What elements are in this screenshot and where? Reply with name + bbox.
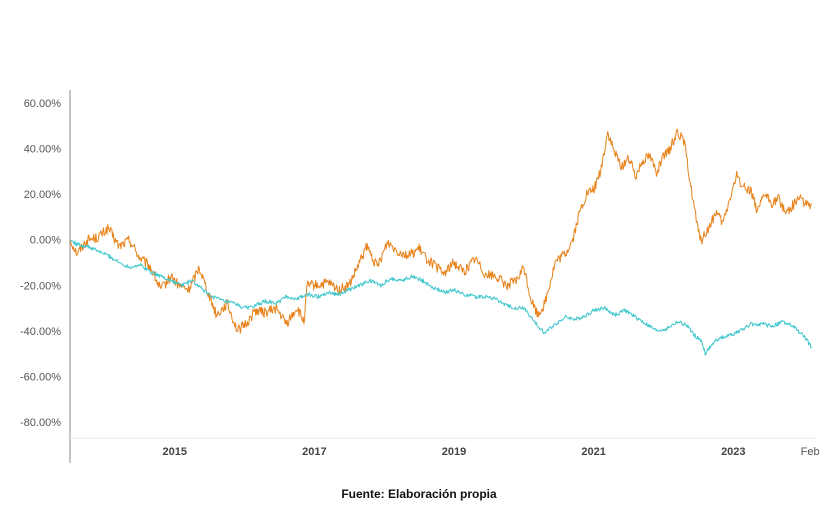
y-tick-label: -40.00% [20, 326, 61, 338]
y-tick-label: -60.00% [20, 371, 61, 383]
x-tick-label: 2021 [581, 446, 605, 458]
series-line-teal [69, 239, 812, 356]
y-tick-label: -20.00% [20, 280, 61, 292]
y-tick-label: 60.00% [24, 98, 62, 110]
y-tick-label: 0.00% [30, 235, 61, 247]
x-tick-label: 2017 [302, 446, 326, 458]
x-tick-label: Feb [801, 446, 820, 458]
series-line-orange [69, 128, 812, 334]
y-tick-label: 40.00% [24, 144, 62, 156]
x-axis-tick-labels: 2015 2017 2019 2021 2023 Feb [162, 446, 819, 458]
y-tick-label: -80.00% [20, 417, 61, 429]
y-axis-tick-labels: 60.00% 40.00% 20.00% 0.00% -20.00% -40.00% -60… [20, 98, 61, 429]
y-tick-label: 20.00% [24, 189, 62, 201]
source-note: Fuente: Elaboración propia [341, 487, 497, 501]
x-tick-label: 2015 [162, 446, 186, 458]
series-layer [69, 128, 812, 356]
x-tick-label: 2023 [721, 446, 745, 458]
x-tick-label: 2019 [442, 446, 466, 458]
